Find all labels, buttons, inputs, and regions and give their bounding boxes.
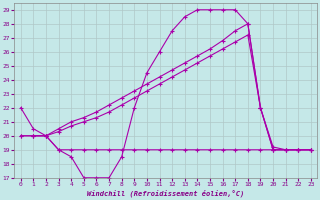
X-axis label: Windchill (Refroidissement éolien,°C): Windchill (Refroidissement éolien,°C) <box>87 190 244 197</box>
